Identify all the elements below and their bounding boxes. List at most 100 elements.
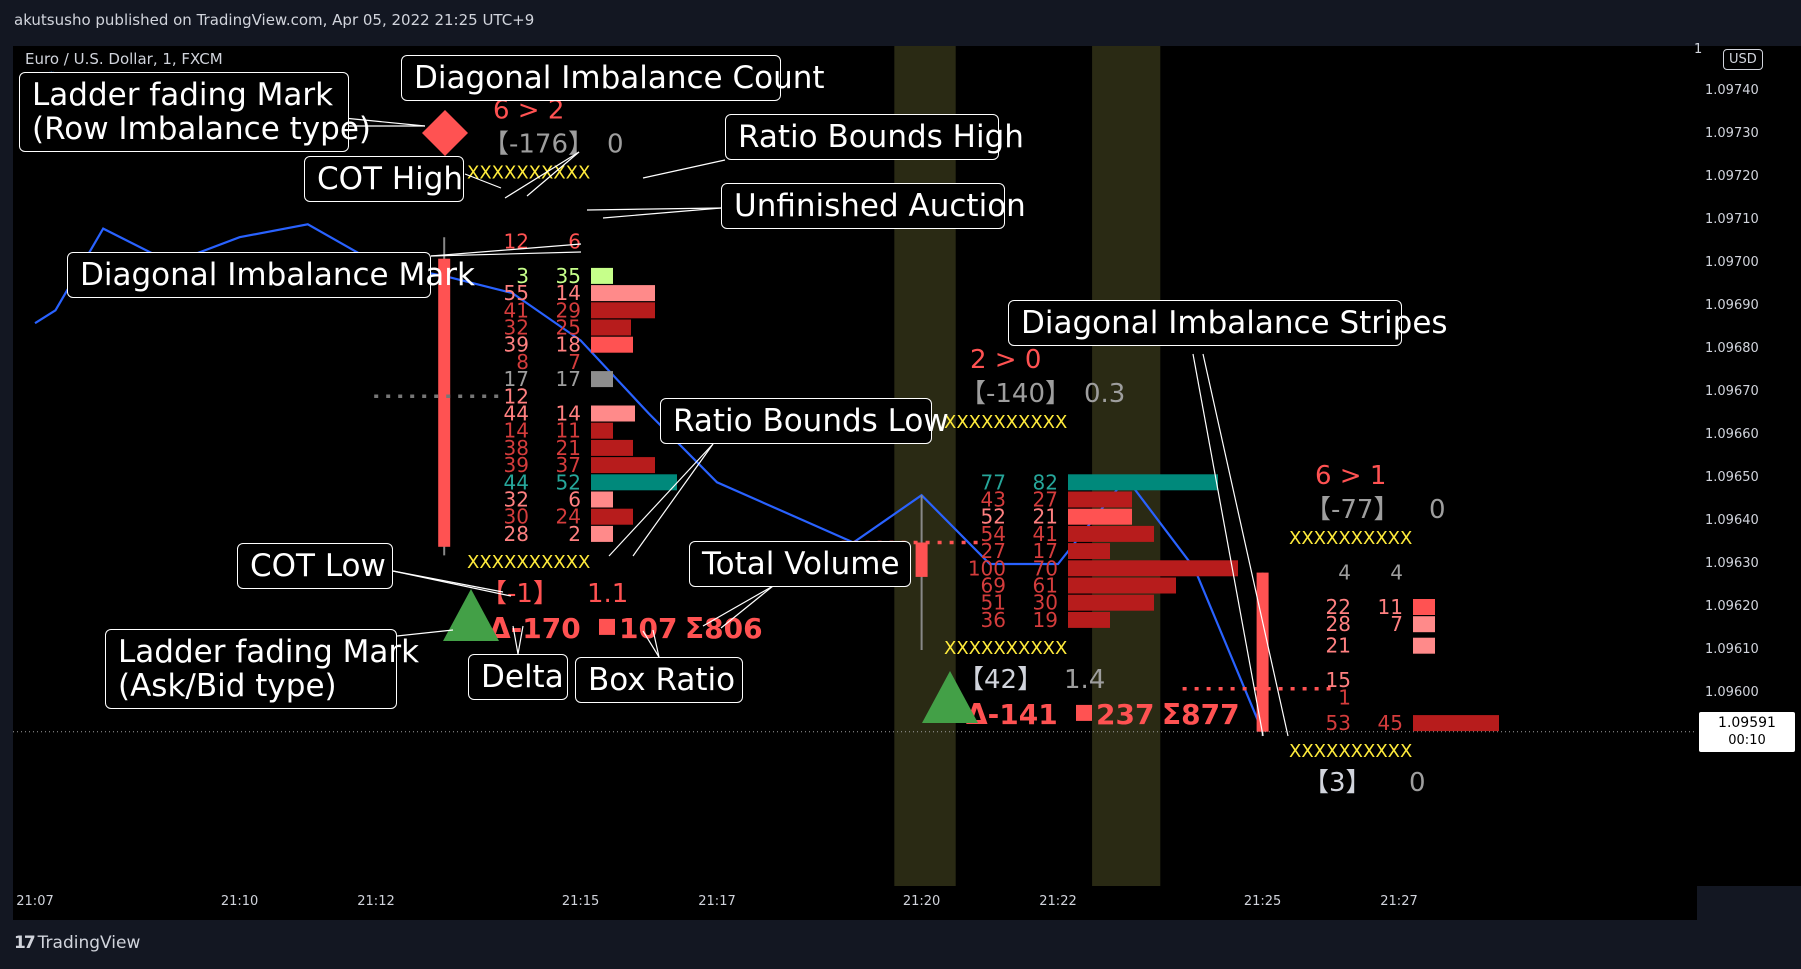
currency-badge[interactable]: USD <box>1723 49 1763 70</box>
callout-text: Ratio Bounds High <box>738 119 1024 155</box>
volume-bar-1-8 <box>1068 611 1110 628</box>
bid-2-3: 21 <box>1326 634 1351 658</box>
volume-bar-0-16 <box>591 525 613 542</box>
callout-text: Ratio Bounds Low <box>673 403 949 439</box>
volume-bar-0-15 <box>591 508 633 525</box>
time-tick-3: 21:15 <box>561 894 600 909</box>
total-volume-0: Σ806 <box>685 612 763 645</box>
bid-1-2: 52 <box>981 505 1006 529</box>
price-tick-8: 1.09660 <box>1705 427 1759 442</box>
diagonal-count-1: 2 > 0 <box>970 345 1041 375</box>
ua-bottom-0: XXXXXXXXXX <box>467 552 590 573</box>
ask-1-4: 17 <box>1033 539 1058 563</box>
price-tick-10: 1.09640 <box>1705 513 1759 528</box>
callout-leader-11 <box>1202 353 1289 737</box>
bid-2-5: 1 <box>1338 685 1351 709</box>
price-tick-6: 1.09680 <box>1705 341 1759 356</box>
callout-leader-2 <box>504 151 580 199</box>
callout-leader-7 <box>602 207 722 219</box>
cot-high-0: 【-176】 <box>483 129 594 159</box>
price-tick-7: 1.09670 <box>1705 384 1759 399</box>
volume-bar-1-3 <box>1068 525 1154 542</box>
bid-1-4: 27 <box>981 539 1006 563</box>
price-tick-5: 1.09690 <box>1705 298 1759 313</box>
time-axis[interactable]: 21:07 21:10 21:12 21:15 21:17 21:20 21:22 21:25… <box>13 886 1697 920</box>
bid-0-9: 44 <box>504 402 529 426</box>
bid-0-14: 32 <box>504 488 529 512</box>
callout-ladder-fading-askbid: Ladder fading Mark (Ask/Bid type) <box>105 629 420 709</box>
volume-bar-0-7 <box>591 371 613 388</box>
volume-bar-0-11 <box>591 439 633 456</box>
ratio-low-0: 1.1 <box>587 579 628 609</box>
price-tick-11: 1.09630 <box>1705 556 1759 571</box>
cot-low-1: 【42】 <box>958 665 1043 695</box>
cot-low-0: 【-1】 <box>481 579 559 609</box>
ask-0-1: 35 <box>556 264 581 288</box>
volume-bar-2-1 <box>1413 599 1435 615</box>
callout-text: Delta <box>481 659 564 695</box>
time-tick-4: 21:17 <box>698 894 736 909</box>
ask-0-9: 14 <box>556 402 581 426</box>
candle-body-0 <box>438 258 451 547</box>
callout-diagonal-imbalance-count: Diagonal Imbalance Count <box>401 55 825 101</box>
time-tick-1: 21:10 <box>220 894 259 909</box>
volume-bar-1-2 <box>1068 508 1132 525</box>
volume-bar-1-0 <box>1068 474 1218 491</box>
box-ratio-1: 237 <box>1096 698 1154 731</box>
time-tick-6: 21:22 <box>1039 894 1077 909</box>
ask-2-2: 7 <box>1390 612 1403 636</box>
bid-2-0: 4 <box>1338 561 1351 585</box>
callout-unfinished-auction: Unfinished Auction <box>721 183 1026 229</box>
bid-0-15: 30 <box>504 505 529 529</box>
callout-leader-16 <box>702 585 774 627</box>
ask-0-3: 29 <box>556 298 581 322</box>
callout-ratio-bounds-low: Ratio Bounds Low <box>660 398 949 444</box>
ladder-fading-diamond <box>422 110 468 156</box>
volume-bar-0-13 <box>591 474 677 491</box>
bid-0-13: 44 <box>504 470 529 494</box>
callout-text: Ladder fading Mark <box>118 634 420 670</box>
symbol-title[interactable]: Euro / U.S. Dollar, 1, FXCM <box>25 50 223 68</box>
callout-leader-10 <box>1192 353 1264 737</box>
callout-text: (Row Imbalance type) <box>32 111 372 147</box>
callout-leader-6 <box>586 207 722 211</box>
last-price-tag: 1.09591 00:10 <box>1699 711 1795 752</box>
callout-text: Unfinished Auction <box>734 188 1026 224</box>
callout-text: Total Volume <box>702 546 900 582</box>
callout-leader-5 <box>464 173 502 189</box>
box-ratio-square-1 <box>1076 704 1092 721</box>
callout-cot-high: COT High <box>304 156 464 202</box>
volume-bar-0-10 <box>591 422 613 439</box>
callout-total-volume: Total Volume <box>689 541 911 587</box>
callout-leader-3 <box>526 151 580 197</box>
diagonal-count-2: 6 > 1 <box>1315 461 1386 491</box>
bid-1-7: 51 <box>981 591 1006 615</box>
footer: 17 TradingView <box>0 920 1801 969</box>
volume-bar-0-3 <box>591 302 655 319</box>
volume-bar-1-4 <box>1068 543 1110 560</box>
callout-text: Ladder fading Mark <box>32 77 334 113</box>
ask-1-0: 82 <box>1033 470 1058 494</box>
ask-0-14: 6 <box>568 488 581 512</box>
ask-2-1: 11 <box>1378 595 1403 619</box>
callout-leader-18 <box>396 629 454 637</box>
bid-0-2: 55 <box>504 281 529 305</box>
publish-header: akutsusho published on TradingView.com, … <box>0 0 1801 40</box>
tradingview-logo[interactable]: 17 TradingView <box>14 933 141 953</box>
volume-bar-2-6 <box>1413 715 1499 732</box>
candle-body-1 <box>915 542 928 577</box>
cot-low-2: 【3】 <box>1303 768 1372 798</box>
ratio-low-1: 1.4 <box>1064 665 1105 695</box>
price-tick-1: 1.09730 <box>1705 126 1759 141</box>
callout-leader-8 <box>430 243 582 257</box>
ua-top-2: XXXXXXXXXX <box>1289 528 1412 549</box>
callout-diagonal-imbalance-stripes: Diagonal Imbalance Stripes <box>1008 300 1448 346</box>
chart-plot-area[interactable]: 6 > 2 【-176】 0 XXXXXXXXXX 12 6 3 35 55 14 41 29 32 25… <box>13 46 1697 886</box>
price-axis[interactable]: 1 USD 1.09740 1.09730 1.09720 1.09710 1.0970… <box>1694 42 1801 886</box>
bid-2-6: 53 <box>1326 711 1351 735</box>
price-tick-0: 1.09740 <box>1705 83 1759 98</box>
callout-leader-4 <box>642 159 726 179</box>
price-tick-3: 1.09710 <box>1705 212 1759 227</box>
last-price: 1.09591 <box>1718 714 1776 731</box>
